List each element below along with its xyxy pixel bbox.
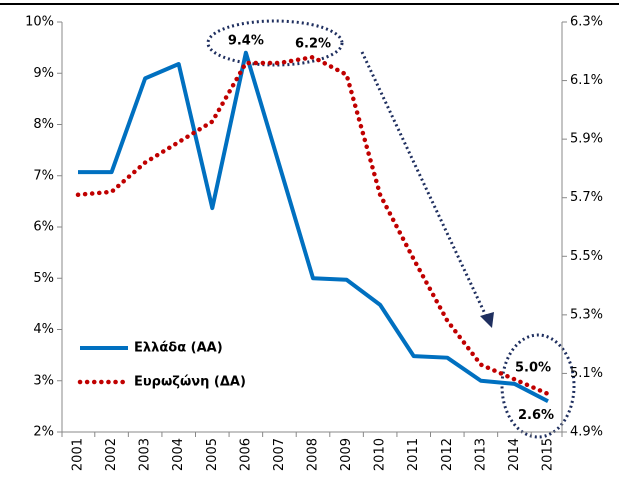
x-tick-label: 2001: [71, 438, 86, 471]
x-tick-label: 2005: [205, 438, 220, 471]
y-tick-label: 7%: [33, 168, 54, 183]
y2-tick-label: 5.7%: [570, 190, 603, 205]
data-label: 6.2%: [295, 37, 331, 52]
y2-tick-label: 5.5%: [570, 249, 603, 264]
y2-tick-label: 4.9%: [570, 425, 603, 440]
y-tick-label: 6%: [33, 220, 54, 235]
highlight-ellipse: [500, 333, 576, 439]
arrow-head: [480, 312, 494, 328]
trend-arrow: [360, 51, 488, 317]
legend-label: Ευρωζώνη (ΔΑ): [134, 375, 246, 390]
series-line: [78, 50, 549, 404]
x-tick-label: 2009: [339, 438, 354, 471]
series-line: [75, 54, 551, 397]
highlight-ellipse: [206, 19, 344, 67]
y2-tick-label: 5.3%: [570, 307, 603, 322]
y-tick-label: 5%: [33, 271, 54, 286]
data-label: 2.6%: [518, 408, 554, 423]
x-tick-label: 2011: [406, 438, 421, 471]
legend-label: Ελλάδα (ΑΑ): [134, 341, 223, 356]
y-tick-label: 8%: [33, 117, 54, 132]
x-tick-label: 2014: [507, 438, 522, 471]
x-tick-label: 2006: [238, 438, 253, 471]
y2-tick-label: 6.3%: [570, 15, 603, 30]
x-tick-label: 2004: [171, 438, 186, 471]
x-tick-label: 2015: [541, 438, 556, 471]
x-tick-label: 2012: [440, 438, 455, 471]
y-tick-label: 3%: [33, 373, 54, 388]
y-tick-label: 9%: [33, 66, 54, 81]
x-tick-label: 2003: [138, 438, 153, 471]
x-tick-label: 2002: [104, 438, 119, 471]
x-tick-label: 2007: [272, 438, 287, 471]
x-tick-label: 2010: [373, 438, 388, 471]
y2-tick-label: 5.9%: [570, 132, 603, 147]
y2-tick-label: 5.1%: [570, 366, 603, 381]
data-label: 5.0%: [515, 360, 551, 375]
y-tick-label: 10%: [25, 15, 54, 30]
x-tick-label: 2013: [473, 438, 488, 471]
y-tick-label: 2%: [33, 425, 54, 440]
y2-tick-label: 6.1%: [570, 73, 603, 88]
data-label: 9.4%: [228, 33, 264, 48]
y-tick-label: 4%: [33, 322, 54, 337]
x-tick-label: 2008: [306, 438, 321, 471]
